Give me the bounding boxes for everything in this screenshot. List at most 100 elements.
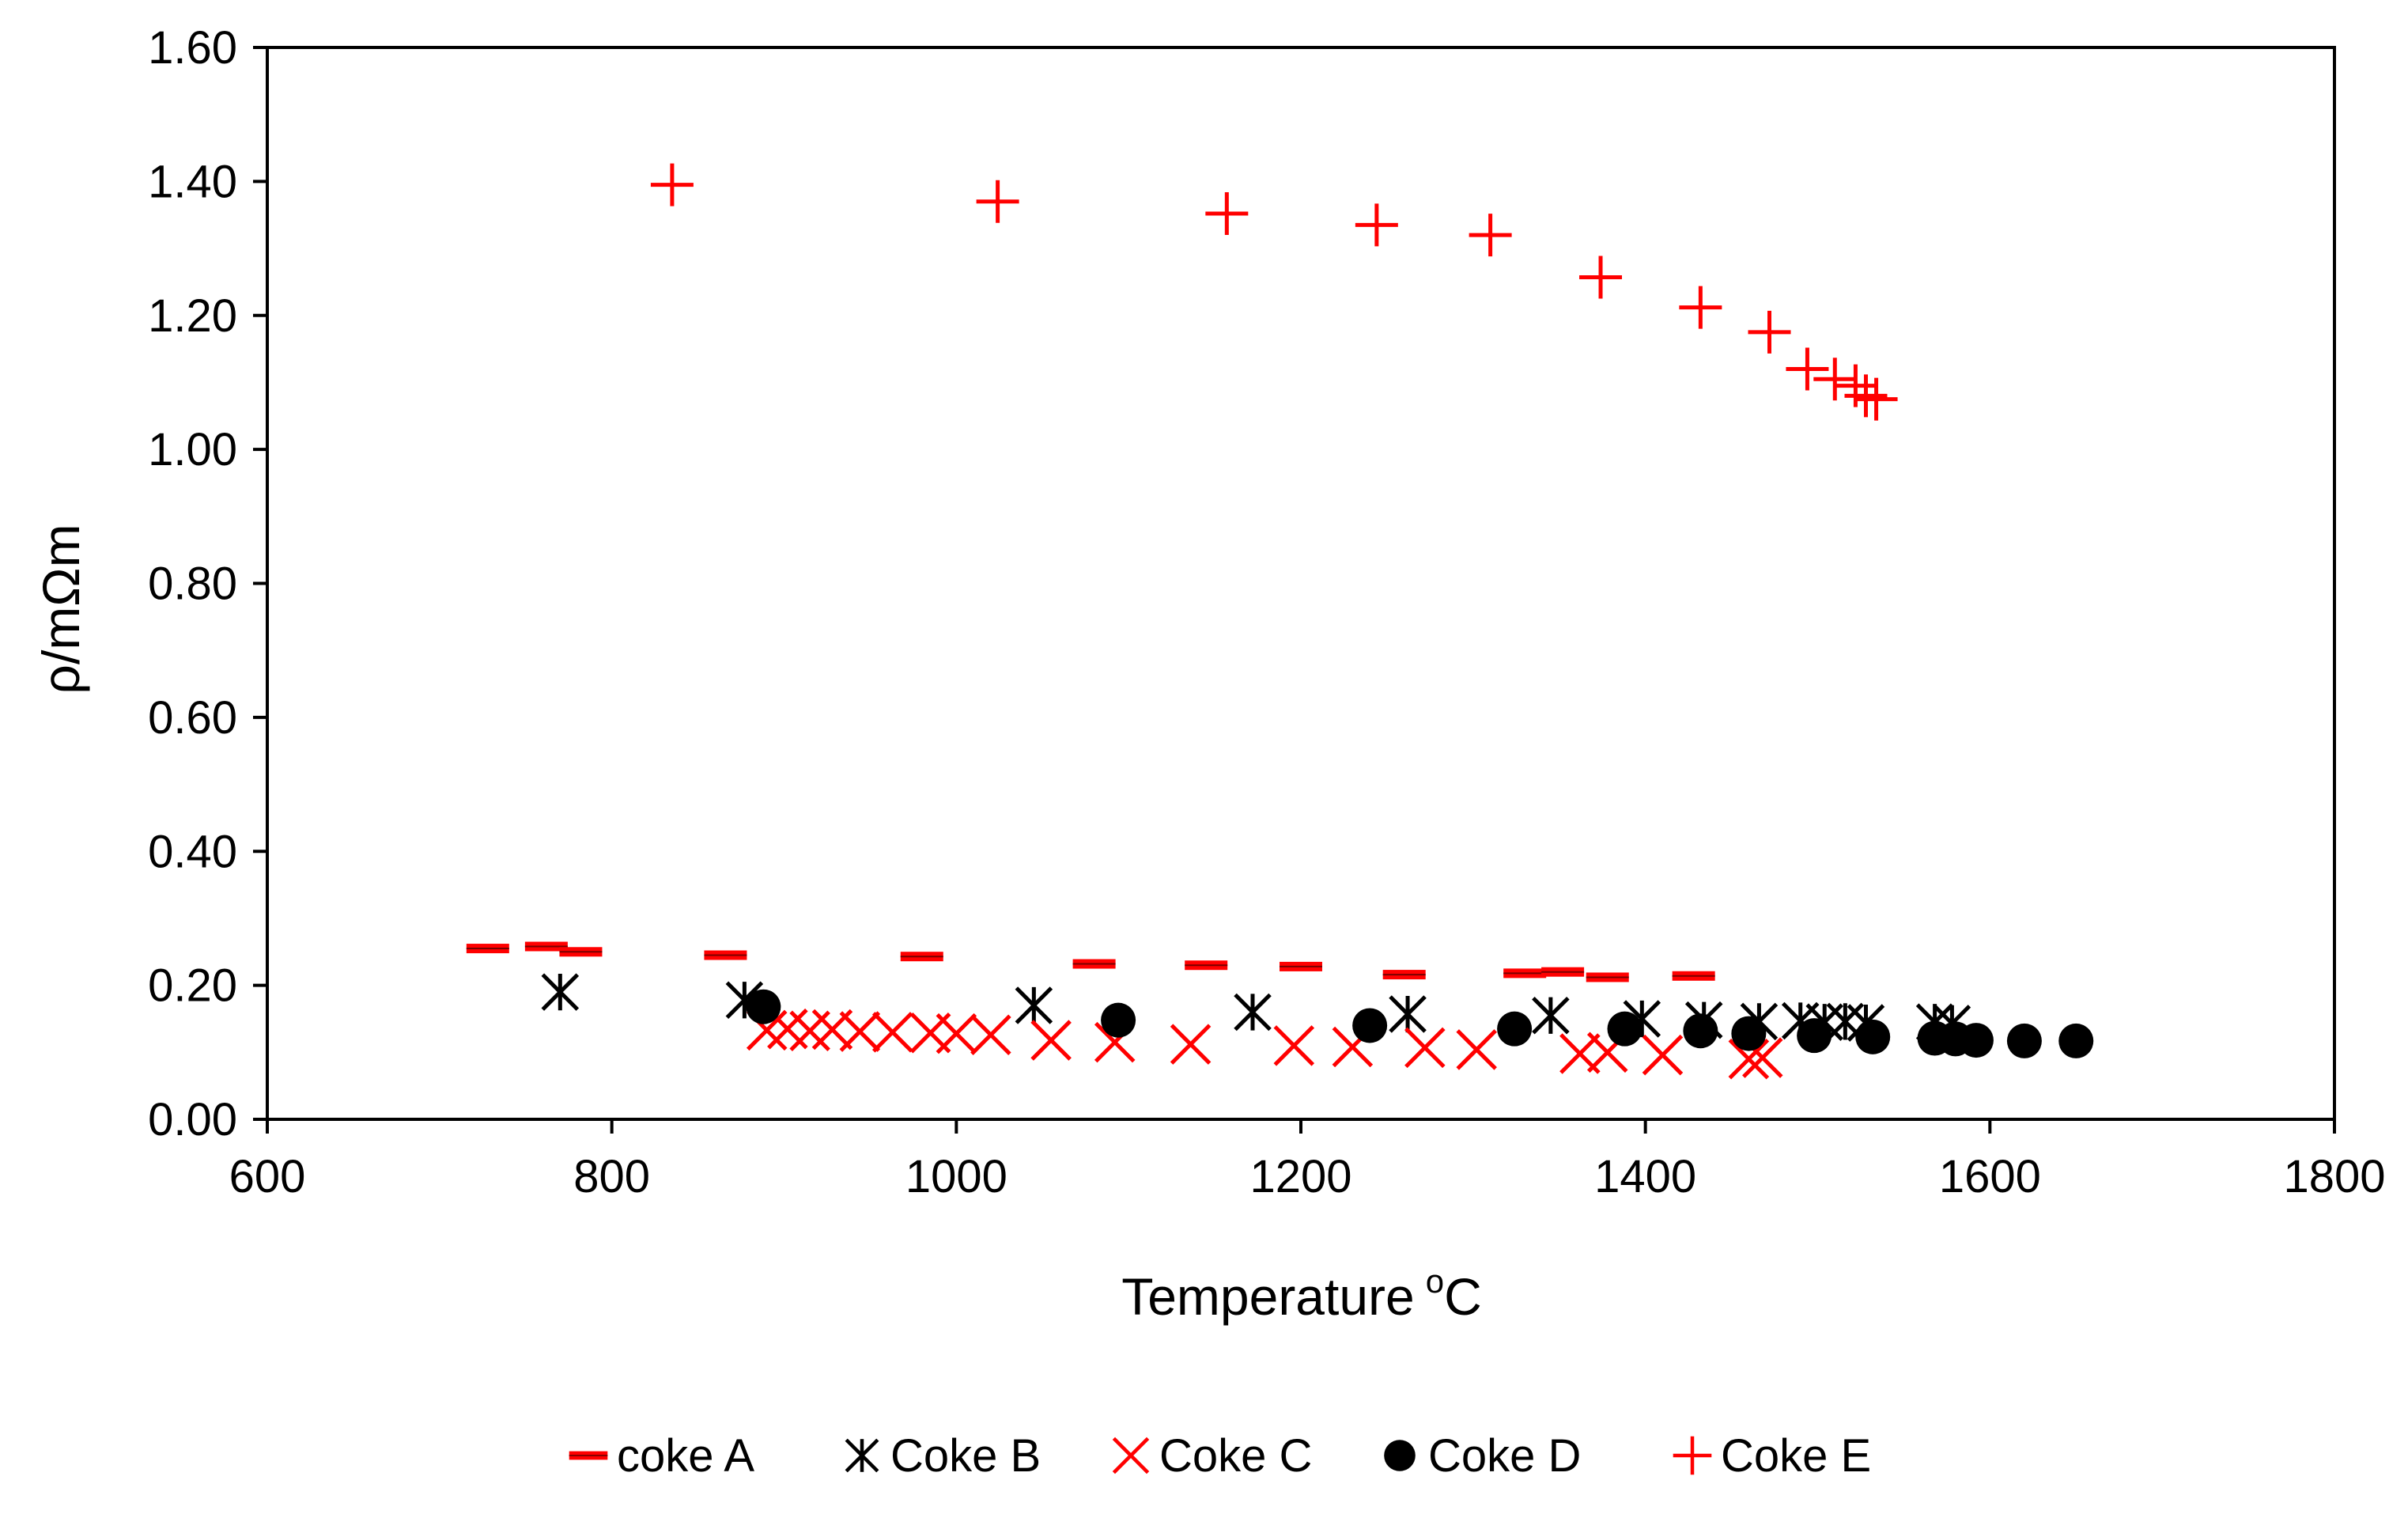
data-point <box>1015 986 1053 1024</box>
legend-item: coke A <box>569 1430 754 1482</box>
series-coke-a <box>466 941 1715 982</box>
data-point <box>2058 1023 2094 1058</box>
data-point <box>524 941 568 952</box>
data-point <box>1797 1018 1832 1054</box>
data-point <box>1389 995 1427 1033</box>
x-tick-label: 1000 <box>905 1151 1007 1202</box>
legend-label: Coke E <box>1721 1430 1871 1482</box>
y-tick-label: 0.60 <box>148 692 237 744</box>
data-point <box>1503 968 1547 979</box>
x-stroke <box>746 1009 788 1051</box>
y-tick-label: 0.20 <box>148 960 237 1012</box>
x-stroke <box>1642 1034 1684 1076</box>
y-tick-label: 1.20 <box>148 290 237 342</box>
data-point <box>1404 1027 1446 1069</box>
data-point <box>1352 1008 1388 1043</box>
data-point <box>1456 1029 1497 1070</box>
circle-shape <box>1497 1011 1533 1047</box>
data-point <box>1855 1019 1891 1054</box>
legend-marker <box>569 1451 608 1460</box>
data-point <box>789 1010 830 1051</box>
legend-item: Coke B <box>845 1430 1041 1482</box>
legend-item: Coke C <box>1112 1430 1312 1482</box>
data-point <box>1030 1020 1072 1061</box>
legend-label: Coke C <box>1159 1430 1312 1482</box>
x-tick-label: 1200 <box>1249 1151 1351 1202</box>
data-point <box>1532 996 1570 1035</box>
x-tick-label: 600 <box>229 1151 306 1202</box>
data-point <box>1469 214 1512 257</box>
circle-shape <box>1958 1023 1994 1058</box>
data-point <box>650 163 694 206</box>
data-point <box>1072 959 1116 969</box>
circle-shape <box>1101 1002 1136 1038</box>
circle-shape <box>1352 1008 1388 1043</box>
axis-titles-group: Temperature oC ρ/mΩm <box>32 524 1482 1326</box>
legend-label: Coke B <box>890 1430 1041 1482</box>
x-axis-title-unit: C <box>1444 1267 1482 1326</box>
data-point <box>559 947 603 957</box>
data-point <box>1273 1025 1315 1066</box>
legend-marker <box>845 1438 879 1473</box>
x-stroke <box>936 1013 977 1054</box>
data-point <box>1642 1034 1684 1076</box>
x-tick-label: 800 <box>573 1151 650 1202</box>
plot-area-border <box>266 46 2336 1121</box>
x-tick-label: 1400 <box>1594 1151 1696 1202</box>
data-point <box>871 1012 913 1053</box>
x-stroke <box>1170 1024 1212 1065</box>
circle-shape <box>746 989 781 1024</box>
data-point <box>970 1014 1011 1056</box>
data-point <box>704 950 747 960</box>
data-point <box>1382 970 1426 980</box>
x-axis-title: Temperature oC <box>1121 1262 1482 1326</box>
x-tick-label: 1600 <box>1939 1151 2041 1202</box>
x-tick-label: 1800 <box>2283 1151 2385 1202</box>
data-point <box>1607 1011 1643 1047</box>
legend-item: Coke D <box>1384 1430 1581 1482</box>
data-point <box>1731 1016 1767 1051</box>
data-point <box>1679 286 1722 329</box>
data-point <box>976 180 1019 223</box>
data-point <box>1672 971 1715 981</box>
x-stroke <box>1456 1029 1497 1070</box>
x-stroke <box>1030 1020 1072 1061</box>
data-point <box>900 952 943 962</box>
data-point <box>541 973 580 1011</box>
data-point <box>1683 1013 1718 1049</box>
data-point <box>839 1011 881 1052</box>
data-point <box>936 1013 977 1054</box>
circle-shape <box>1731 1016 1767 1051</box>
data-point <box>1170 1024 1212 1065</box>
x-stroke <box>1112 1437 1150 1474</box>
circle-shape <box>2006 1023 2042 1058</box>
x-stroke <box>871 1012 913 1053</box>
legend-label: Coke D <box>1428 1430 1581 1482</box>
circle-shape <box>2058 1023 2094 1058</box>
plot-frame-group <box>266 46 2336 1121</box>
y-tick-label: 0.00 <box>148 1094 237 1145</box>
legend-item: Coke E <box>1673 1430 1871 1482</box>
data-point <box>1185 960 1228 971</box>
data-point <box>1205 192 1249 236</box>
data-point <box>2006 1023 2042 1058</box>
legend: coke A Coke B Coke C Coke D Coke E <box>569 1430 1871 1482</box>
data-point <box>1541 967 1585 977</box>
data-point <box>1497 1011 1533 1047</box>
y-tick-label: 1.00 <box>148 424 237 475</box>
data-point <box>1280 961 1322 971</box>
data-point <box>1579 256 1623 299</box>
y-tick-label: 0.80 <box>148 558 237 610</box>
circle-shape <box>1855 1019 1891 1054</box>
data-point <box>1355 203 1398 247</box>
x-stroke <box>1273 1025 1315 1066</box>
y-tick-label: 1.40 <box>148 156 237 207</box>
circle-shape <box>1384 1440 1416 1471</box>
x-axis-title-superscript: o <box>1426 1262 1444 1300</box>
data-point <box>1854 377 1898 421</box>
data-point <box>1748 310 1791 354</box>
data-point <box>1728 1039 1770 1080</box>
circle-shape <box>1683 1013 1718 1049</box>
data-point <box>1234 993 1272 1032</box>
legend-marker <box>1384 1440 1416 1471</box>
